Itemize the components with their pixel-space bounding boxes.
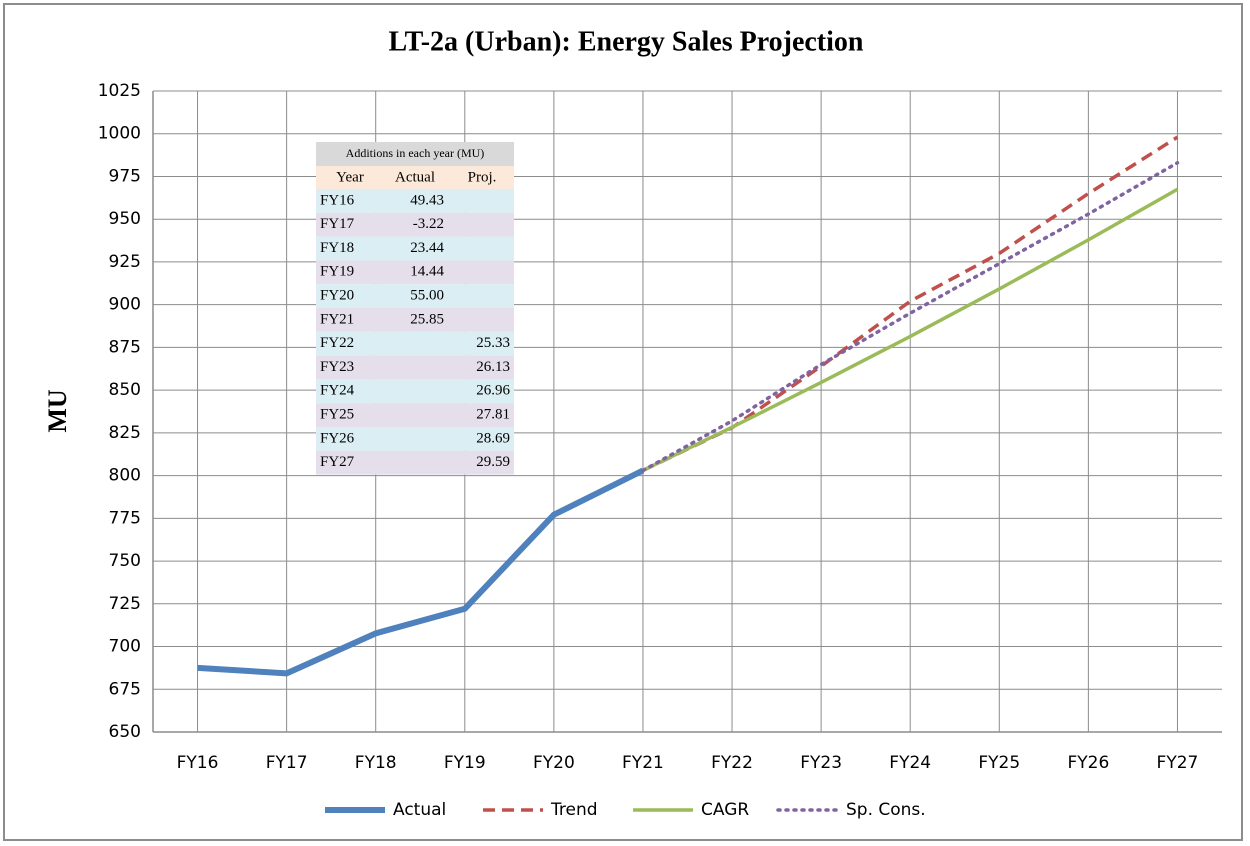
y-tick-label: 850 [109, 380, 141, 400]
table-header-bg [316, 166, 514, 189]
y-tick-label: 900 [109, 295, 141, 315]
legend-label: Trend [550, 800, 598, 820]
table-year: FY25 [320, 407, 354, 423]
x-tick-label: FY27 [1157, 753, 1199, 773]
table-year: FY26 [320, 430, 355, 446]
table-year: FY23 [320, 359, 354, 375]
legend-label: Actual [393, 800, 446, 820]
x-tick-label: FY26 [1067, 753, 1109, 773]
table-actual: 55.00 [410, 288, 444, 304]
table-proj: 27.81 [476, 407, 510, 423]
table-row-bg [316, 450, 514, 475]
x-tick-label: FY16 [177, 753, 219, 773]
table-proj: 25.33 [476, 335, 510, 351]
table-header: Actual [395, 169, 435, 185]
y-tick-label: 775 [109, 508, 141, 528]
y-tick-label: 950 [109, 209, 141, 229]
table-title-bg [316, 142, 514, 166]
y-tick-label: 1025 [98, 81, 141, 101]
legend-label: Sp. Cons. [846, 800, 926, 820]
table-header: Year [336, 169, 364, 185]
table-year: FY24 [320, 383, 355, 399]
table-row-bg [316, 236, 514, 261]
table-row-bg [316, 284, 514, 308]
y-tick-label: 725 [109, 594, 141, 614]
table-actual: 14.44 [410, 264, 444, 280]
table-proj: 26.96 [476, 383, 510, 399]
table-row-bg [316, 355, 514, 380]
table-row-bg [316, 189, 514, 213]
table-row-bg [316, 403, 514, 427]
table-actual: 23.44 [410, 240, 444, 256]
y-tick-label: 800 [109, 466, 141, 486]
table-title: Additions in each year (MU) [346, 146, 485, 160]
y-tick-label: 975 [109, 166, 141, 186]
table-year: FY20 [320, 288, 354, 304]
table-row-bg [316, 212, 514, 237]
table-year: FY21 [320, 311, 354, 327]
y-tick-label: 675 [109, 679, 141, 699]
table-row-bg [316, 308, 514, 332]
x-tick-label: FY23 [800, 753, 842, 773]
table-year: FY18 [320, 240, 354, 256]
y-tick-label: 1000 [98, 124, 141, 144]
series-line [197, 467, 645, 677]
x-tick-label: FY24 [889, 753, 931, 773]
y-axis-label: MU [43, 389, 72, 433]
table-row-bg [316, 331, 514, 356]
table-year: FY22 [320, 335, 354, 351]
table-row-bg [316, 260, 514, 285]
table-actual: 25.85 [410, 311, 444, 327]
table-header: Proj. [468, 169, 497, 185]
y-tick-label: 700 [109, 637, 141, 657]
table-row-bg [316, 427, 514, 451]
y-tick-label: 875 [109, 337, 141, 357]
y-tick-label: 825 [109, 423, 141, 443]
table-year: FY17 [320, 216, 355, 232]
x-tick-label: FY18 [355, 753, 397, 773]
y-tick-label: 925 [109, 252, 141, 272]
chart-border [3, 3, 1243, 841]
y-tick-label: 750 [109, 551, 141, 571]
table-actual: 49.43 [410, 192, 444, 208]
table-row-bg [316, 379, 514, 404]
legend-label: CAGR [701, 800, 749, 820]
table-year: FY19 [320, 264, 354, 280]
table-actual: -3.22 [413, 216, 444, 232]
series-line [641, 161, 1180, 473]
y-tick-label: 650 [109, 722, 141, 742]
x-tick-label: FY25 [978, 753, 1020, 773]
chart-title: LT-2a (Urban): Energy Sales Projection [389, 26, 864, 57]
x-tick-label: FY21 [622, 753, 664, 773]
table-proj: 26.13 [476, 359, 510, 375]
table-proj: 29.59 [476, 454, 510, 470]
series-line [642, 187, 1179, 473]
x-tick-label: FY17 [266, 753, 308, 773]
x-tick-label: FY19 [444, 753, 486, 773]
x-tick-label: FY22 [711, 753, 753, 773]
table-year: FY27 [320, 454, 355, 470]
x-tick-label: FY20 [533, 753, 575, 773]
table-proj: 28.69 [476, 430, 510, 446]
table-year: FY16 [320, 192, 355, 208]
